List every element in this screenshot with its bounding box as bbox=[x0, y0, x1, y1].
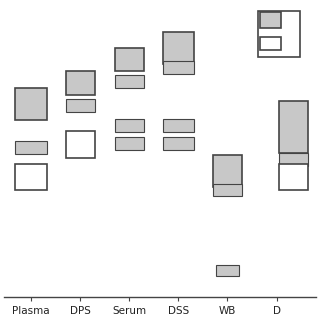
Bar bbox=[279, 164, 308, 190]
Bar bbox=[216, 265, 239, 276]
Bar bbox=[15, 141, 47, 154]
Bar bbox=[15, 164, 47, 190]
Bar bbox=[66, 71, 95, 95]
Bar bbox=[115, 75, 144, 88]
Bar bbox=[213, 155, 242, 187]
Bar bbox=[115, 137, 144, 150]
Bar bbox=[66, 99, 95, 112]
Bar bbox=[258, 12, 300, 57]
Bar bbox=[163, 61, 194, 74]
Bar bbox=[15, 88, 47, 120]
Bar bbox=[163, 137, 194, 150]
Bar bbox=[163, 119, 194, 132]
Bar bbox=[260, 37, 282, 50]
Bar bbox=[260, 12, 282, 28]
Bar bbox=[279, 153, 308, 166]
Bar bbox=[115, 48, 144, 71]
Bar bbox=[163, 32, 194, 64]
Bar bbox=[213, 184, 242, 196]
Bar bbox=[279, 101, 308, 153]
Bar bbox=[66, 132, 95, 158]
Bar bbox=[115, 119, 144, 132]
